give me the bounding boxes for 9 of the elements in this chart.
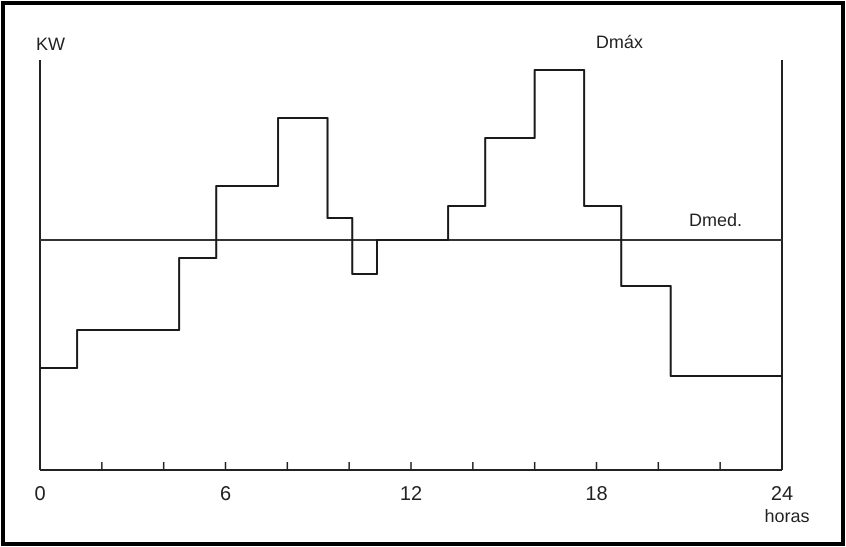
ref-line-label: Dmed. (688, 210, 742, 230)
x-tick-label: 24 (770, 483, 794, 505)
x-tick-label: 6 (220, 483, 232, 505)
y-axis-title: KW (36, 34, 66, 54)
x-tick-label: 12 (400, 483, 422, 505)
x-tick-label: 18 (585, 483, 608, 505)
x-axis-title: horas (764, 506, 810, 526)
annotation: Dmáx (596, 32, 643, 52)
x-tick-label: 0 (34, 483, 46, 505)
